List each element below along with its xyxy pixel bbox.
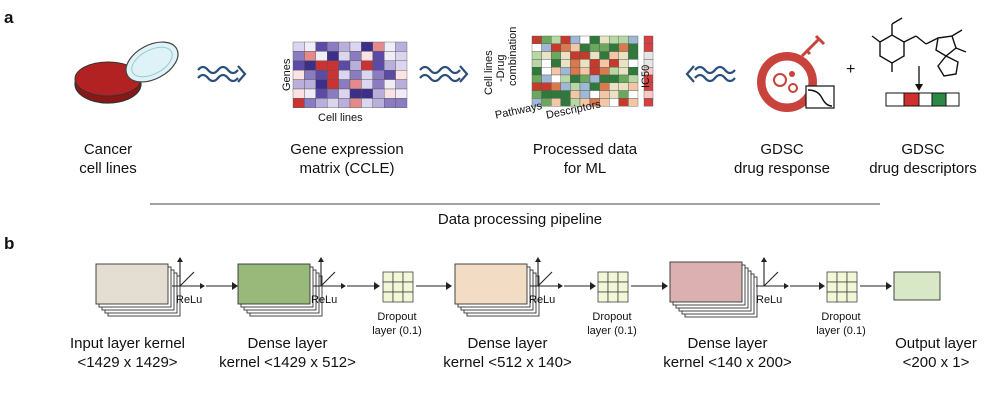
axis-label-cell-lines: Cell lines [318,112,363,124]
pipeline-label: Data processing pipeline [437,211,603,228]
processed-descriptors-heatmap [589,35,639,107]
gene-expression-heatmap [292,41,408,109]
caption-dense-layer-3: Dense layer kernel <140 x 200> [663,335,792,371]
plus-sign: + [846,61,856,78]
arrow-right-icon [416,282,452,290]
molecule-icon [871,17,967,77]
output-layer-block [893,271,941,301]
arrow-right-icon [564,282,596,290]
ic50-column [643,35,654,107]
relu-icon [172,257,205,289]
caption-input-layer: Input layer kernel <1429 x 1429> [69,335,186,371]
arrow-right-icon [790,282,825,290]
squiggle-arrow-icon [419,65,469,83]
relu-label-4: ReLu [756,294,783,306]
axis-label-genes: Genes [281,58,293,91]
axis-label-processed-drug: -Drug [495,54,507,82]
input-layer-block [95,263,181,317]
relu-label-1: ReLu [176,294,203,306]
caption-output-layer: Output layer <200 x 1> [895,335,977,371]
caption-cancer-cell-lines: Cancer cell lines [79,141,137,177]
relu-icon [530,257,563,289]
caption-processed-data: Processed data for ML [532,141,638,177]
processed-pathways-heatmap [531,35,590,107]
arrow-right-icon [347,282,380,290]
relu-label-3: ReLu [529,294,556,306]
panel-b-letter: b [4,234,15,253]
squiggle-arrow-icon [197,65,247,83]
dropout-label-2: Dropout layer (0.1) [587,311,637,337]
dropout-label-1: Dropout layer (0.1) [372,311,422,337]
panel-a-letter: a [4,8,14,27]
caption-dense-layer-1: Dense layer kernel <1429 x 512> [219,335,356,371]
dropout-label-3: Dropout layer (0.1) [816,311,866,337]
relu-icon [756,257,789,289]
arrow-right-icon [860,282,892,290]
caption-gdsc-drug-descriptors: GDSC drug descriptors [869,141,977,177]
dropout-layer-1-grid [382,271,414,303]
dense-layer-3-block [669,261,758,318]
caption-dense-layer-2: Dense layer kernel <512 x 140> [443,335,572,371]
dropout-layer-2-grid [597,271,629,303]
descriptor-barcode [885,92,960,107]
relu-icon [313,257,346,289]
axis-label-ic50: IC50 [640,64,652,88]
drug-response-icon [757,34,835,112]
axis-label-processed-cell-lines: Cell lines [483,50,495,95]
dense-layer-2-block [454,263,540,317]
arrow-right-icon [206,282,238,290]
relu-label-2: ReLu [311,294,338,306]
arrow-right-icon [631,282,668,290]
petri-dish-icon [74,41,179,104]
axis-label-processed-combination: combination [507,26,519,86]
squiggle-arrow-icon [685,65,736,83]
dense-layer-1-block [237,263,323,317]
caption-gene-expression: Gene expression matrix (CCLE) [290,141,404,177]
caption-gdsc-drug-response: GDSC drug response [734,141,830,177]
dropout-layer-3-grid [826,271,858,303]
